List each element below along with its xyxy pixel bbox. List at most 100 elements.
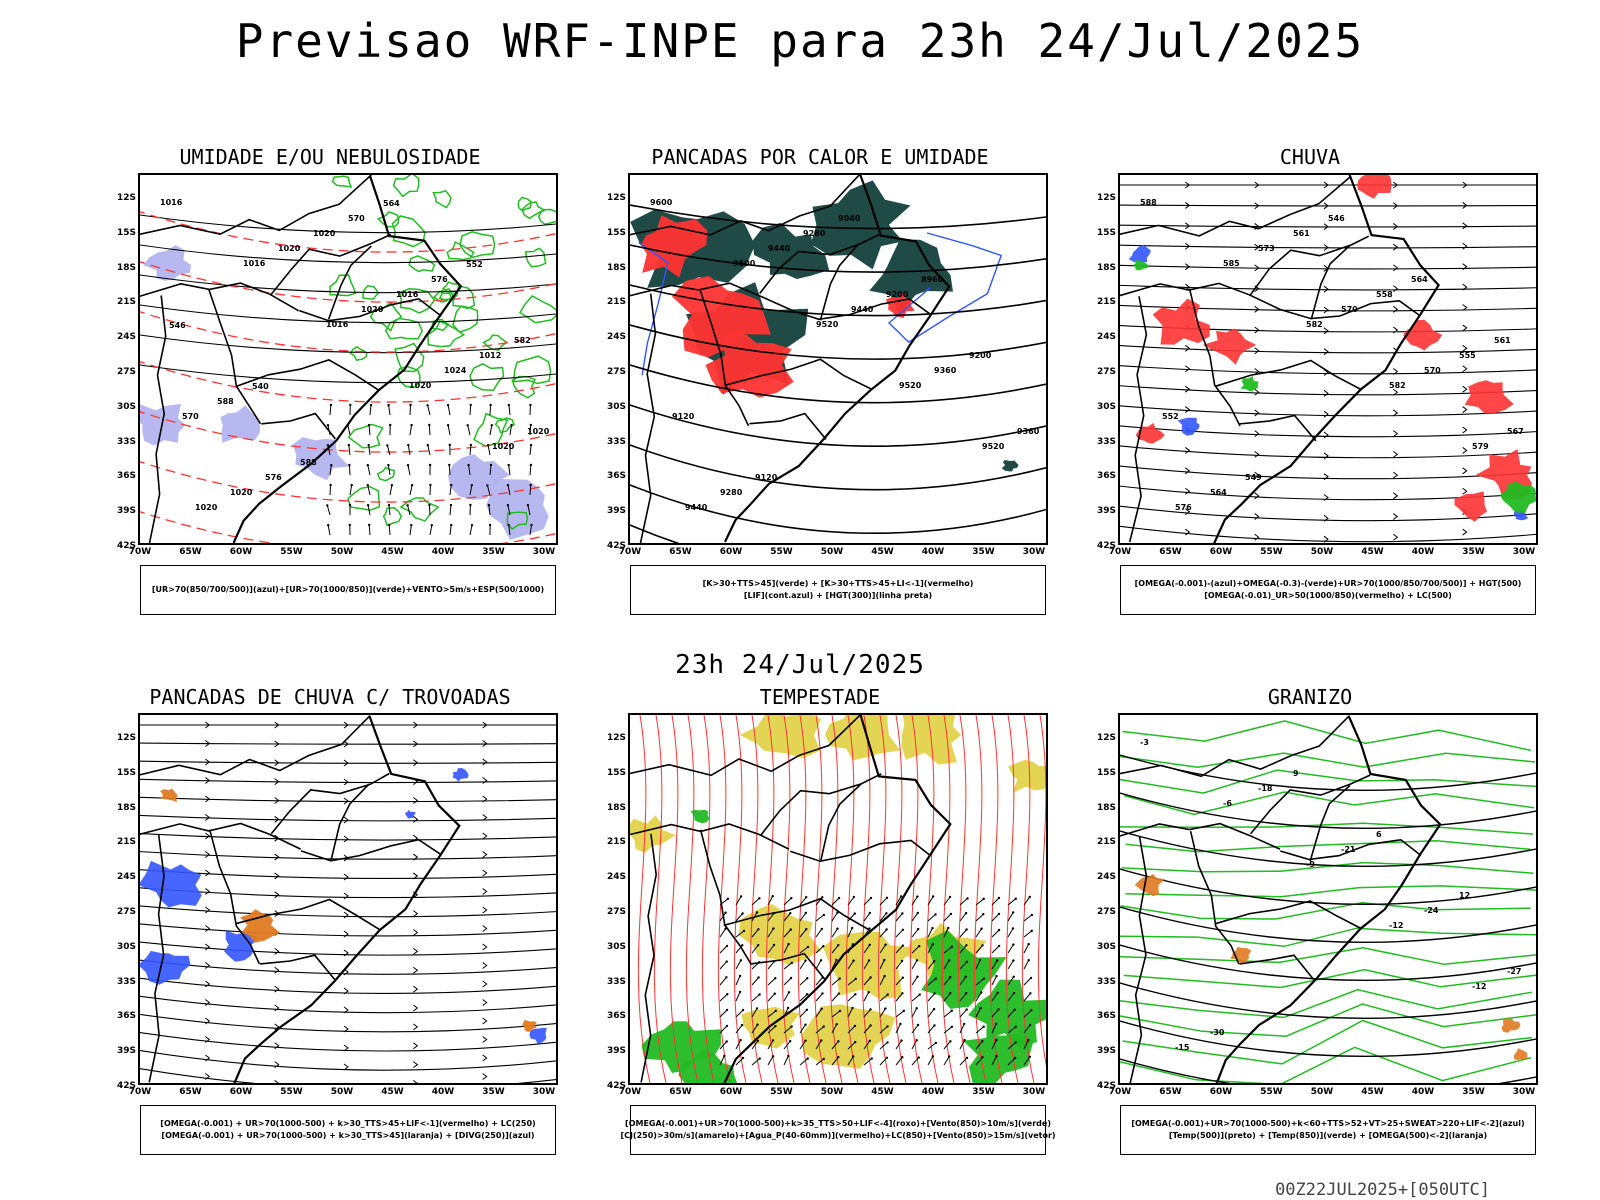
- contour-label: -12: [1389, 921, 1403, 930]
- latitude-label: 27S: [1096, 907, 1116, 917]
- latitude-label: 24S: [606, 332, 626, 343]
- contour-label: 570: [1424, 366, 1441, 375]
- map-frame: [628, 713, 1048, 1085]
- contour-label: 546: [169, 321, 186, 330]
- longitude-label: 40W: [921, 1087, 945, 1097]
- panel-title: TEMPESTADE: [759, 685, 881, 709]
- longitude-label: 50W: [820, 1087, 844, 1097]
- longitude-label: 45W: [871, 547, 894, 557]
- contour-label: -24: [1424, 906, 1439, 915]
- contour-label: 549: [1245, 473, 1262, 482]
- contour-label: 1020: [492, 442, 515, 451]
- longitude-label: 70W: [618, 547, 642, 557]
- latitude-label: 36S: [1096, 1011, 1116, 1022]
- forecast-run-label: 00Z22JUL2025+[050UTC]: [1275, 1180, 1490, 1200]
- latitude-label: 33S: [606, 976, 626, 987]
- temp-850-contours: [1120, 720, 1536, 1083]
- longitude-label: 40W: [431, 1087, 455, 1097]
- latitude-label: 36S: [116, 471, 136, 482]
- contour-label: -18: [1258, 784, 1273, 793]
- contour-label: 8960: [921, 275, 944, 284]
- latitude-label: 30S: [606, 401, 626, 412]
- contour-label: 1016: [326, 320, 349, 329]
- longitude-label: 45W: [1361, 547, 1384, 557]
- longitude-label: 45W: [871, 1087, 894, 1097]
- wind-vectors: [719, 895, 1034, 1066]
- latitude-label: 18S: [606, 802, 626, 813]
- contour-label: 564: [383, 199, 400, 208]
- longitude-label: 50W: [820, 547, 844, 557]
- longitude-label: 65W: [1159, 547, 1182, 557]
- legend-box: [OMEGA(-0.001)-(azul)+OMEGA(-0.3)-(verde…: [1120, 565, 1536, 615]
- legend-line: [UR>70(850/700/500)](azul)+[UR>70(1000/8…: [151, 585, 545, 594]
- political-boundaries: [1120, 715, 1442, 1083]
- longitude-label: 50W: [330, 1087, 354, 1097]
- longitude-label: 65W: [669, 547, 692, 557]
- panel-5: GRANIZO 12S 15S 18S 21S 24S 27S 30S 33S 36S 39S 42S…: [1080, 685, 1540, 1165]
- longitude-label: 30W: [1512, 1087, 1536, 1097]
- legend-box: [K>30+TTS>45](verde) + [K>30+TTS>45+LI<-…: [630, 565, 1046, 615]
- contour-label: -9: [1306, 860, 1315, 869]
- contour-label: 1020: [278, 244, 301, 253]
- legend-line: [OMEGA(-0.001) + UR>70(1000-500) + k>30_…: [161, 1131, 535, 1140]
- contour-label: 1020: [313, 229, 336, 238]
- legend-line: [OMEGA(-0.001)+UR>70(1000-500)+k>35_TTS>…: [625, 1119, 1051, 1128]
- latitude-label: 39S: [116, 506, 136, 517]
- longitude-label: 30W: [1512, 547, 1536, 557]
- longitude-label: 30W: [1022, 547, 1046, 557]
- legend-line: [OMEGA(-0.001) + UR>70(1000-500) + k>30_…: [160, 1119, 536, 1128]
- contour-label: 570: [182, 412, 199, 421]
- latitude-label: 42S: [606, 1081, 626, 1091]
- map-canvas: -3 -6 -9 -12 -12 -15 -18 -21 -24 -27 -30 9 6 12: [1120, 715, 1536, 1083]
- contour-label: 582: [1306, 320, 1323, 329]
- latitude-label: 12S: [606, 733, 626, 743]
- contour-label: 9520: [982, 442, 1005, 451]
- latitude-label: 42S: [1096, 541, 1116, 551]
- latitude-label: 24S: [1096, 872, 1116, 883]
- contour-label: 576: [431, 275, 448, 284]
- latitude-label: 42S: [116, 541, 136, 551]
- latitude-label: 33S: [116, 436, 136, 447]
- longitude-label: 70W: [128, 547, 152, 557]
- longitude-label: 65W: [179, 1087, 202, 1097]
- panel-title: PANCADAS POR CALOR E UMIDADE: [651, 145, 989, 169]
- map-frame: [138, 713, 558, 1085]
- contour-labels: -3 -6 -9 -12 -12 -15 -18 -21 -24 -27 -30 9 6 12: [1140, 738, 1521, 1052]
- streamlines-850: [637, 715, 1046, 1083]
- contour-label: 561: [1293, 229, 1310, 238]
- latitude-label: 21S: [1096, 837, 1116, 848]
- contour-label: 9280: [803, 229, 826, 238]
- contour-label: 570: [1341, 305, 1358, 314]
- latitude-label: 12S: [116, 193, 136, 203]
- contour-label: 564: [1411, 275, 1428, 284]
- longitude-label: 60W: [719, 547, 743, 557]
- contour-label: -3: [1140, 738, 1149, 747]
- latitude-label: 18S: [116, 802, 136, 813]
- thunder-orange: [160, 788, 537, 1033]
- contour-label: 564: [1210, 488, 1227, 497]
- streamlines: [140, 721, 556, 1083]
- contour-label: 1024: [444, 366, 467, 375]
- latitude-label: 30S: [116, 401, 136, 412]
- contour-label: 582: [1389, 381, 1406, 390]
- contour-label: 540: [252, 382, 269, 391]
- latitude-label: 36S: [1096, 471, 1116, 482]
- latitude-label: 21S: [606, 837, 626, 848]
- panel-1: PANCADAS POR CALOR E UMIDADE 12S 15S 18S 21S…: [590, 145, 1050, 625]
- map-canvas: [630, 715, 1046, 1083]
- latitude-label: 27S: [606, 907, 626, 917]
- latitude-label: 39S: [1096, 506, 1116, 517]
- latitude-label: 39S: [116, 1046, 136, 1057]
- longitude-label: 40W: [1411, 1087, 1435, 1097]
- contour-label: 1016: [243, 259, 266, 268]
- panel-4: TEMPESTADE 12S 15S 18S 21S 24S 27S 30S 33S 36S 39S…: [590, 685, 1056, 1165]
- contour-label: 558: [1376, 290, 1393, 299]
- longitude-label: 45W: [1361, 1087, 1384, 1097]
- latitude-label: 18S: [606, 262, 626, 273]
- longitude-label: 60W: [229, 1087, 253, 1097]
- map-canvas: 9600 9600 9520 9520 9520 9440 9440 9440 9360 9360…: [630, 175, 1046, 543]
- contour-label: 9440: [768, 244, 791, 253]
- latitude-label: 27S: [606, 367, 626, 377]
- legend-box: [OMEGA(-0.001)+UR>70(1000-500)+k>35_TTS>…: [620, 1105, 1056, 1155]
- latitude-label: 33S: [116, 976, 136, 987]
